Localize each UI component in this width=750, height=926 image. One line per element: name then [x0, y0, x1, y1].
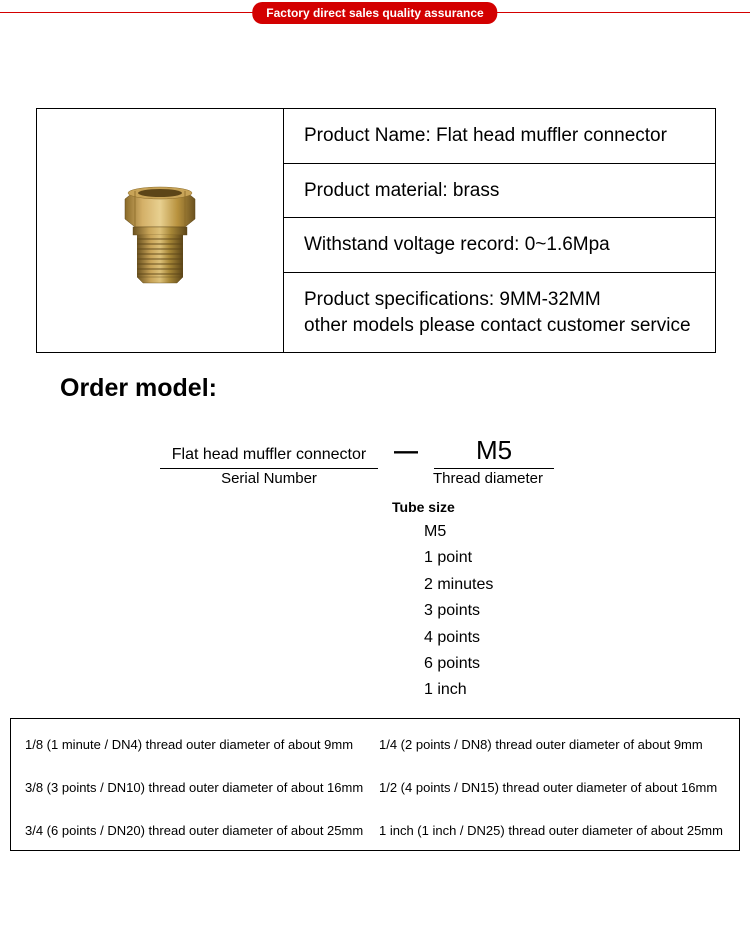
tube-size-item: 1 inch	[424, 677, 493, 703]
tube-size-item: 3 points	[424, 598, 493, 624]
thread-cell: 1/2 (4 points / DN15) thread outer diame…	[375, 780, 729, 795]
spec-name: Product Name: Flat head muffler connecto…	[284, 109, 716, 164]
tube-size-list: M5 1 point 2 minutes 3 points 4 points 6…	[424, 519, 493, 704]
spec-specs-line1: Product specifications: 9MM-32MM	[304, 289, 601, 310]
model-dash: —	[394, 438, 418, 466]
tube-size-item: 2 minutes	[424, 572, 493, 598]
model-right-value: M5	[434, 435, 554, 469]
thread-cell: 1/8 (1 minute / DN4) thread outer diamet…	[21, 737, 375, 752]
tube-size-item: 6 points	[424, 651, 493, 677]
model-sub-right: Thread diameter	[428, 470, 548, 487]
thread-row: 3/8 (3 points / DN10) thread outer diame…	[21, 780, 729, 795]
spec-voltage: Withstand voltage record: 0~1.6Mpa	[284, 218, 716, 273]
thread-cell: 3/8 (3 points / DN10) thread outer diame…	[21, 780, 375, 795]
muffler-icon	[105, 171, 215, 291]
banner-badge: Factory direct sales quality assurance	[252, 2, 497, 24]
tube-size-item: M5	[424, 519, 493, 545]
tube-size-item: 4 points	[424, 625, 493, 651]
spec-table: Product Name: Flat head muffler connecto…	[36, 108, 716, 353]
thread-cell: 3/4 (6 points / DN20) thread outer diame…	[21, 823, 375, 838]
thread-cell: 1 inch (1 inch / DN25) thread outer diam…	[375, 823, 729, 838]
order-model-title: Order model:	[60, 374, 217, 403]
thread-spec-table: 1/8 (1 minute / DN4) thread outer diamet…	[10, 718, 740, 851]
spec-specs-line2: other models please contact customer ser…	[304, 315, 691, 336]
thread-row: 1/8 (1 minute / DN4) thread outer diamet…	[21, 737, 729, 752]
spec-material: Product material: brass	[284, 163, 716, 218]
spec-specs: Product specifications: 9MM-32MM other m…	[284, 272, 716, 352]
model-sub-left: Serial Number	[160, 470, 378, 487]
tube-size-item: 1 point	[424, 545, 493, 571]
product-image-cell	[37, 109, 284, 353]
tube-size-label: Tube size	[392, 499, 455, 515]
model-left-label: Flat head muffler connector	[160, 446, 378, 469]
thread-row: 3/4 (6 points / DN20) thread outer diame…	[21, 823, 729, 838]
thread-cell: 1/4 (2 points / DN8) thread outer diamet…	[375, 737, 729, 752]
